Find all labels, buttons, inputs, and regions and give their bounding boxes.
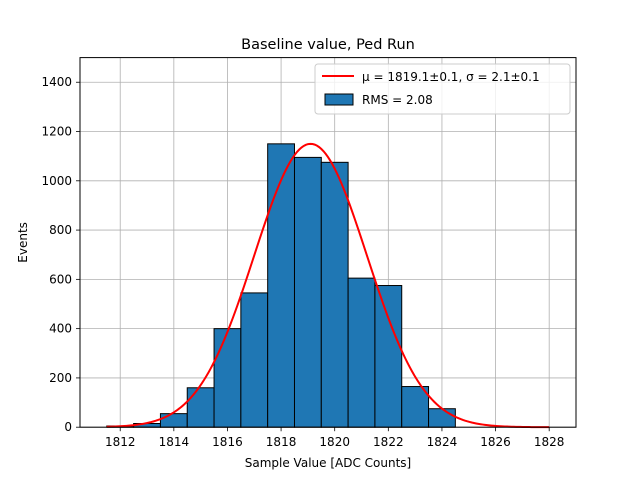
x-tick-label-6: 1824 <box>427 435 458 449</box>
histogram-bar-3 <box>186 387 215 428</box>
histogram-bar-5 <box>240 292 269 428</box>
histogram-bar-12 <box>428 408 456 428</box>
y-tick-label-4: 800 <box>49 223 72 237</box>
histogram-bar-6 <box>267 143 295 428</box>
x-tick-label-0: 1812 <box>105 435 136 449</box>
x-tick-label-8: 1828 <box>534 435 565 449</box>
x-tick-label-7: 1826 <box>480 435 511 449</box>
histogram-bar-7 <box>293 156 322 428</box>
histogram-bar-9 <box>347 277 376 428</box>
legend-hist-swatch <box>324 93 354 106</box>
gaussian-fit-line <box>106 142 550 429</box>
y-tick-label-6: 1200 <box>41 125 72 139</box>
legend-box <box>314 63 571 115</box>
histogram-bars <box>106 143 456 428</box>
x-tick-label-4: 1820 <box>319 435 350 449</box>
y-tick-label-5: 1000 <box>41 174 72 188</box>
y-axis-ticks: 0 200 400 600 800 1000 1200 1400 <box>41 75 80 434</box>
y-tick-label-7: 1400 <box>41 75 72 89</box>
legend-hist-label: RMS = 2.08 <box>362 93 433 107</box>
legend-fit-label: μ = 1819.1±0.1, σ = 2.1±0.1 <box>362 70 540 84</box>
y-axis-label: Events <box>16 222 30 263</box>
x-tick-label-5: 1822 <box>373 435 404 449</box>
chart-title: Baseline value, Ped Run <box>241 37 415 53</box>
histogram-bar-11 <box>401 386 430 428</box>
y-tick-label-2: 400 <box>49 322 72 336</box>
y-tick-label-0: 0 <box>64 420 72 434</box>
plot-frame <box>79 57 577 428</box>
x-tick-label-3: 1818 <box>266 435 297 449</box>
x-axis-label: Sample Value [ADC Counts] <box>245 456 411 470</box>
fit-curve-group <box>106 142 550 429</box>
x-tick-label-2: 1816 <box>212 435 243 449</box>
x-axis-ticks: 1812 1814 1816 1818 1820 1822 1824 1826 1828 <box>105 427 565 449</box>
histogram-bar-10 <box>374 285 403 428</box>
histogram-bar-8 <box>320 161 349 428</box>
y-tick-label-3: 600 <box>49 272 72 286</box>
y-tick-label-1: 200 <box>49 371 72 385</box>
legend: μ = 1819.1±0.1, σ = 2.1±0.1 RMS = 2.08 <box>314 63 571 115</box>
x-tick-label-1: 1814 <box>159 435 190 449</box>
histogram-bar-4 <box>213 328 242 428</box>
histogram-bar-2 <box>159 413 188 428</box>
